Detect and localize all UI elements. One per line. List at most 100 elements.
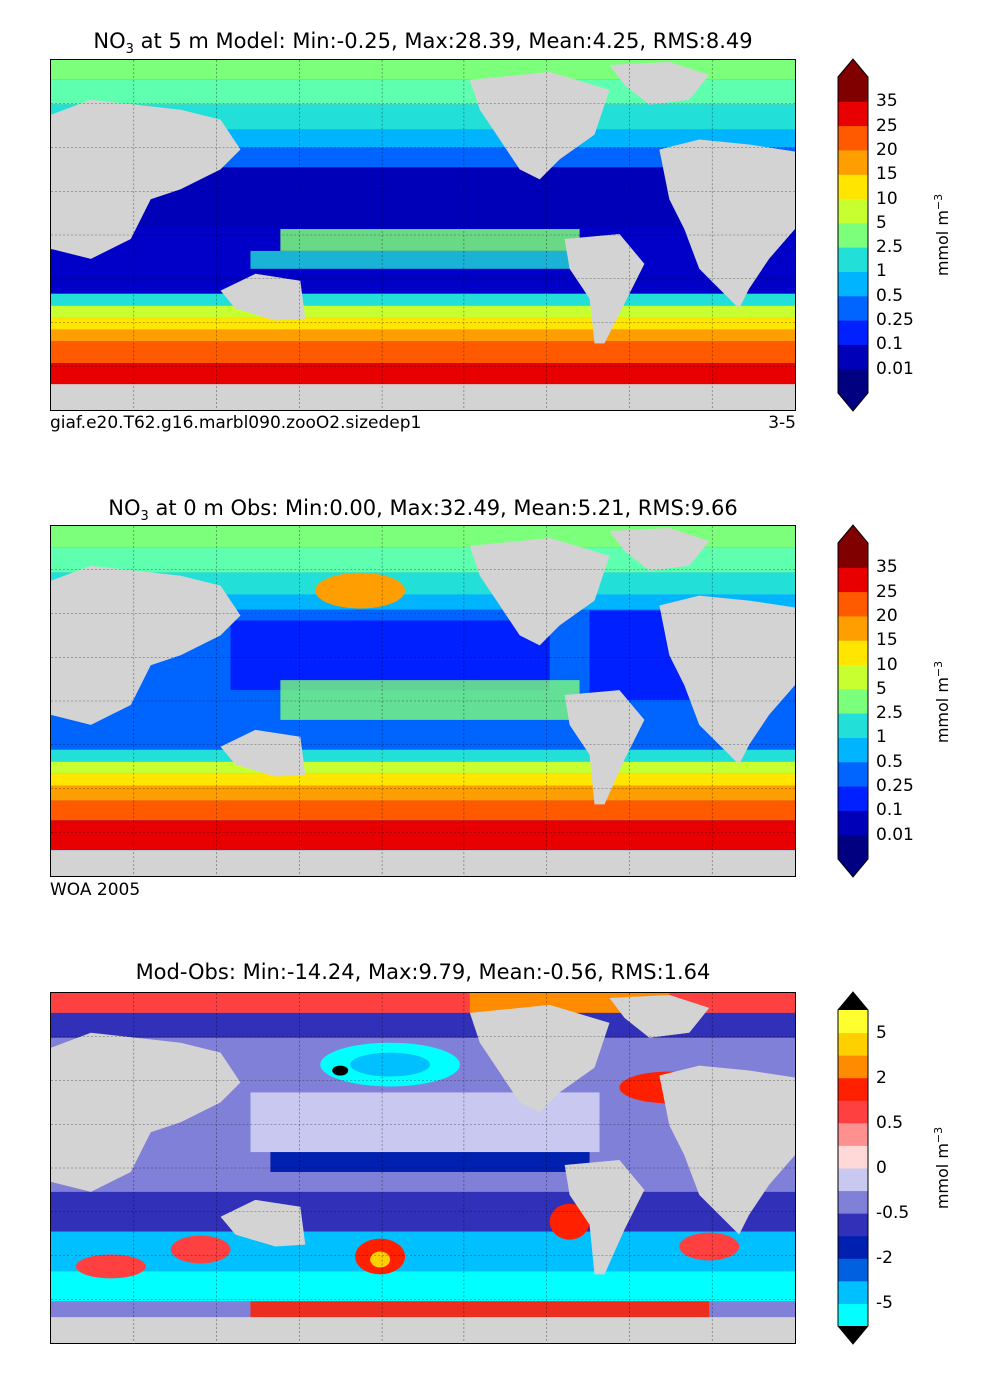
colorbar-tick-label: 15 [876, 630, 898, 651]
colorbar-segment [838, 1145, 868, 1169]
colorbar-segment [838, 1303, 868, 1327]
colorbar-segment [838, 1235, 868, 1259]
colorbar-segment [838, 713, 868, 738]
map-model [50, 59, 796, 411]
colorbar [837, 524, 869, 878]
colorbar-min-arrow [838, 1326, 868, 1344]
title-rest: at 0 m Obs: Min:0.00, Max:32.49, Mean:5.… [148, 496, 738, 520]
colorbar-segment [838, 664, 868, 690]
colorbar-outline [837, 991, 869, 1345]
colorbar-segment [838, 1100, 868, 1124]
colorbar-tick-label: 35 [876, 91, 898, 112]
colorbar-segment [838, 1055, 868, 1079]
map-diff [50, 992, 796, 1344]
colorbar-unit: mmol m−3 [932, 1127, 952, 1209]
map-field [51, 993, 795, 1343]
colorbar-max-arrow [838, 59, 868, 77]
colorbar-tick-label: 0 [876, 1158, 887, 1178]
colorbar-tick-label: -5 [876, 1293, 893, 1314]
colorbar-segment [838, 222, 868, 248]
colorbar-segment [838, 1010, 868, 1034]
colorbar-segment [838, 761, 868, 787]
colorbar-segment [838, 567, 868, 593]
colorbar-tick-label: 2 [876, 1067, 887, 1088]
colorbar-svg [837, 524, 869, 878]
colorbar-tick-label: 0.5 [876, 751, 904, 772]
colorbar-segment [838, 295, 868, 321]
panel-obs: NO3 at 0 m Obs: Min:0.00, Max:32.49, Mea… [50, 496, 952, 900]
colorbar-tick-label: -0.5 [876, 1203, 910, 1224]
title-subscript: 3 [125, 42, 134, 58]
colorbar-segment [838, 1122, 868, 1146]
colorbar-tick-label: 0.5 [876, 1112, 904, 1133]
colorbar-segment [838, 1077, 868, 1101]
colorbar-tick-label: 5 [876, 678, 887, 699]
colorbar-segment [838, 174, 868, 200]
colorbar-tick-label: 2.5 [876, 237, 904, 258]
colorbar-segment [838, 1213, 868, 1237]
colorbar-tick-label: 0.25 [876, 310, 914, 331]
title-prefix: NO [108, 496, 141, 520]
colorbar-segment [838, 77, 868, 102]
colorbar-segment [838, 1190, 868, 1214]
title-prefix: NO [93, 29, 126, 53]
colorbar-tick-label: 2.5 [876, 703, 904, 724]
colorbar-segment [838, 320, 868, 345]
colorbar-outline [837, 58, 869, 412]
colorbar-tick-label: 5 [876, 1022, 887, 1043]
colorbar-outline [837, 524, 869, 878]
colorbar-tick-label: 1 [876, 261, 887, 282]
colorbar-tick-label: 1 [876, 727, 887, 748]
colorbar-tick-label: 5 [876, 212, 887, 233]
colorbar-tick-label: 20 [876, 605, 898, 626]
colorbar-segment [838, 271, 868, 297]
map-obs [50, 525, 796, 877]
colorbar-tick-label: 25 [876, 581, 898, 602]
colorbar [837, 58, 869, 412]
title-rest: at 5 m Model: Min:-0.25, Max:28.39, Mean… [133, 29, 753, 53]
map-field [51, 60, 795, 410]
colorbar-segment [838, 810, 868, 836]
colorbar-max-arrow [838, 992, 868, 1010]
colorbar-segment [838, 834, 868, 860]
panel-title: NO3 at 0 m Obs: Min:0.00, Max:32.49, Mea… [50, 496, 796, 524]
colorbar-segment [838, 101, 868, 127]
colorbar-segment [838, 640, 868, 666]
colorbar-tick-label: 20 [876, 139, 898, 160]
colorbar-max-arrow [838, 525, 868, 543]
colorbar-tick-label: 0.01 [876, 824, 914, 845]
colorbar-segment [838, 1032, 868, 1056]
colorbar-tick-label: -2 [876, 1248, 893, 1269]
unit-text: mmol m [933, 1143, 953, 1210]
panel-title: Mod-Obs: Min:-14.24, Max:9.79, Mean:-0.5… [50, 960, 796, 984]
title-subscript: 3 [140, 509, 149, 525]
caption-years: 3-5 [768, 413, 796, 433]
colorbar-tick-label: 0.1 [876, 334, 904, 355]
colorbar-segment [838, 368, 868, 394]
colorbar-tick-label: 0.1 [876, 800, 904, 821]
colorbar-segment [838, 125, 868, 151]
colorbar-tick-label: 25 [876, 115, 898, 136]
colorbar-svg [837, 991, 869, 1345]
colorbar-segment [838, 1258, 868, 1282]
colorbar-segment [838, 149, 868, 175]
colorbar-segment [838, 786, 868, 811]
panel-model: NO3 at 5 m Model: Min:-0.25, Max:28.39, … [0, 0, 985, 470]
colorbar-segment [838, 247, 868, 272]
colorbar-tick-label: 10 [876, 188, 898, 209]
map-field [51, 526, 795, 876]
colorbar-segment [838, 344, 868, 370]
colorbar-tick-label: 15 [876, 164, 898, 185]
colorbar-svg [837, 58, 869, 412]
colorbar-tick-label: 0.5 [876, 285, 904, 306]
colorbar-segment [838, 1280, 868, 1304]
colorbar-tick-label: 0.01 [876, 358, 914, 379]
colorbar-segment [838, 688, 868, 714]
colorbar-segment [838, 591, 868, 617]
unit-exponent: −3 [931, 1126, 945, 1144]
panel-title: NO3 at 5 m Model: Min:-0.25, Max:28.39, … [50, 29, 796, 57]
colorbar-segment [838, 543, 868, 568]
colorbar-segment [838, 1168, 868, 1192]
colorbar-segment [838, 737, 868, 763]
